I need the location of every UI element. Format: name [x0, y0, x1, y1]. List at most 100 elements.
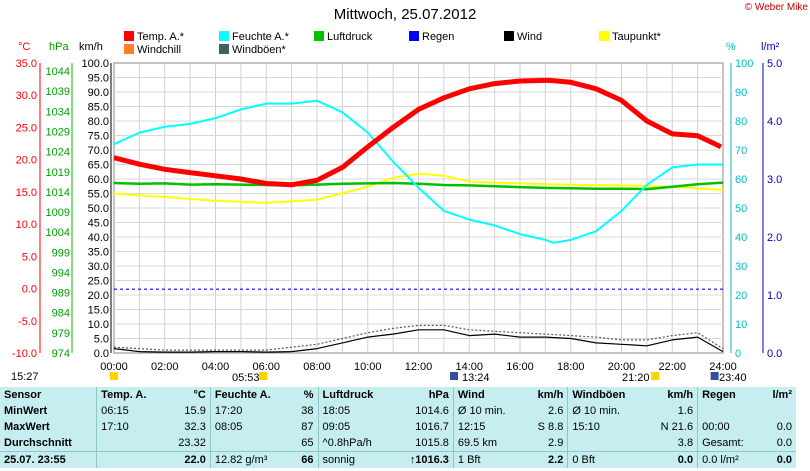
temp-tick-label: 30.0 — [16, 90, 37, 102]
wind-tick-label: 40.0 — [88, 232, 109, 244]
wind-tick-label: 80.0 — [88, 116, 109, 128]
stats-header-cell: hPa — [428, 389, 449, 401]
rain-tick-label: 5.0 — [767, 58, 782, 70]
left-time-label: 15:27 — [11, 371, 39, 383]
stats-cell: 1 Bft — [452, 451, 525, 468]
temp-tick-label: -10.0 — [12, 348, 37, 360]
wind-tick-label: 35.0 — [88, 247, 109, 259]
rain-unit: l/m² — [761, 41, 780, 53]
stats-cell: 2.6 — [548, 405, 564, 417]
x-tick-label: 12:00 — [405, 361, 433, 373]
stats-cell: 32.3 — [184, 421, 206, 433]
wind-tick-label: 65.0 — [88, 160, 109, 172]
stats-cell: Gesamt: — [697, 435, 761, 452]
wind-tick-label: 70.0 — [88, 145, 109, 157]
pressure-tick-label: 984 — [52, 308, 70, 320]
stats-header-cell: Temp. A. — [96, 387, 165, 403]
legend-item: Windböen* — [219, 44, 286, 56]
stats-cell: 2.9 — [548, 437, 564, 449]
stats-cell: 0.0 — [776, 437, 792, 449]
stats-header-cell: Windböen — [567, 387, 646, 403]
series-line-feuchtea — [113, 99, 723, 244]
wind-tick-label: 95.0 — [88, 73, 109, 85]
stats-cell: ^0.8hPa/h — [317, 435, 394, 452]
chart-title: Mittwoch, 25.07.2012 — [333, 6, 477, 23]
legend-swatch — [219, 44, 229, 54]
sun-moon-marker — [710, 372, 719, 380]
stats-cell: 66 — [291, 451, 319, 468]
x-tick-label: 14:00 — [455, 361, 483, 373]
temp-unit: °C — [18, 41, 31, 53]
wind-tick-label: 30.0 — [88, 261, 109, 273]
wind-tick-label: 20.0 — [88, 290, 109, 302]
temp-tick-label: 20.0 — [16, 155, 37, 167]
stats-cell: 69.5 km — [452, 435, 525, 452]
stats-cell: 22.0 — [164, 451, 211, 468]
stats-cell — [209, 435, 292, 452]
x-tick-label: 02:00 — [151, 361, 179, 373]
temp-tick-label: 5.0 — [22, 251, 37, 263]
stats-row-label: MinWert — [4, 405, 48, 417]
pressure-tick-label: 1034 — [46, 106, 70, 118]
series-line-luftdruck — [113, 181, 724, 191]
stats-cell: 0.0 — [776, 421, 792, 433]
stats-cell: 17:10 — [96, 419, 165, 435]
legend-item: Windchill — [124, 44, 181, 56]
stats-cell: Ø 10 min. — [567, 403, 646, 419]
wind-tick-label: 60.0 — [88, 174, 109, 186]
wind-tick-label: 5.0 — [94, 334, 109, 346]
series-line-windben — [113, 324, 724, 351]
pressure-tick-label: 994 — [52, 267, 70, 279]
stats-cell: 17:20 — [209, 403, 292, 419]
series-line-wind — [113, 329, 724, 353]
stats-header-cell: Regen — [697, 387, 761, 403]
stats-header-cell: Feuchte A. — [209, 387, 292, 403]
wind-tick-label: 0.0 — [94, 348, 109, 360]
stats-cell: 3.8 — [677, 437, 694, 449]
stats-cell: 12:15 — [452, 419, 525, 435]
x-tick-label: 00:00 — [100, 361, 128, 373]
stats-cell — [96, 451, 165, 468]
wind-tick-label: 50.0 — [88, 203, 109, 215]
stats-row-label: 25.07. 23:55 — [0, 451, 97, 468]
pressure-tick-label: 1039 — [46, 86, 70, 98]
stats-cell: 18:05 — [317, 403, 394, 419]
stats-row-label: Durchschnitt — [4, 437, 72, 449]
stats-header-cell: l/m² — [772, 389, 792, 401]
stats-header-cell: km/h — [537, 389, 564, 401]
moon2-label: 23:40 — [719, 372, 747, 384]
stats-cell: 1015.8 — [415, 437, 449, 449]
temp-tick-label: 35.0 — [16, 58, 37, 70]
pressure-tick-label: 1014 — [46, 187, 70, 199]
x-tick-label: 22:00 — [658, 361, 686, 373]
stats-cell: 0 Bft — [567, 451, 646, 468]
stats-row-avg: Durchschnitt 23.32 65 ^0.8hPa/h 1015.8 6… — [0, 435, 796, 452]
legend-label: Temp. A.* — [137, 31, 185, 43]
pressure-tick-label: 989 — [52, 288, 70, 300]
legend-item: Regen — [409, 31, 454, 43]
legend-label: Regen — [422, 31, 455, 43]
legend-label: Feuchte A.* — [232, 31, 289, 43]
sun-moon-marker — [110, 372, 118, 380]
stats-cell — [697, 403, 761, 419]
series-line-tempa — [113, 77, 723, 188]
wind-tick-label: 85.0 — [88, 102, 109, 114]
stats-row-min: MinWert 06:15 15.9 17:20 38 18:05 1014.6… — [0, 403, 796, 419]
sun-moon-marker — [259, 372, 268, 380]
sunrise-label: 05:53 — [232, 372, 260, 384]
stats-header-cell: % — [303, 389, 314, 401]
temp-tick-label: -5.0 — [18, 316, 37, 328]
wind-tick-label: 45.0 — [88, 218, 109, 230]
stats-cell: 1.6 — [677, 405, 694, 417]
sun-moon-marker — [450, 372, 459, 380]
stats-header-cell: Sensor — [4, 389, 42, 401]
x-tick-label: 08:00 — [303, 361, 331, 373]
weather-chart: 35.0 30.0 25.0 20.0 15.0 10.0 5.0 0.0 -5.0 -10.0 1… — [12, 58, 782, 380]
stats-cell: 0.0 — [645, 451, 698, 468]
stats-table: Sensor Temp. A. °C Feuchte A. % Luftdruc… — [0, 387, 796, 468]
legend-swatch — [219, 31, 229, 41]
stats-cell — [567, 435, 646, 452]
rain-tick-label: 1.0 — [767, 290, 782, 302]
humidity-tick-label: 40 — [735, 232, 747, 244]
legend-swatch — [599, 31, 609, 41]
